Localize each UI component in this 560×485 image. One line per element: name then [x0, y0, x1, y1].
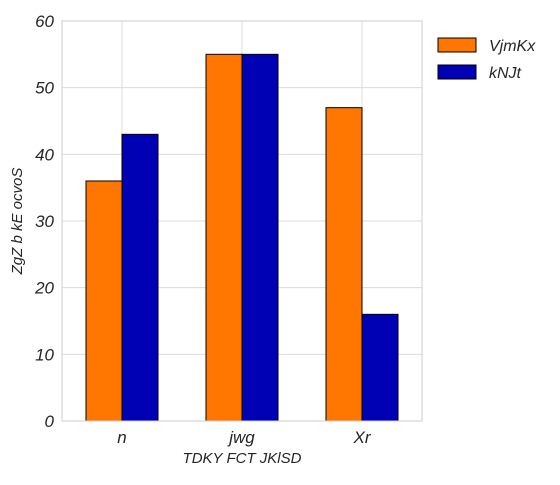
legend: VjmKx kNJt — [438, 38, 536, 82]
bar-vjmkx-xr — [326, 108, 362, 421]
legend-swatch-knjt — [438, 65, 476, 79]
y-tick-label: 40 — [35, 145, 54, 164]
y-tick-label: 50 — [35, 79, 54, 98]
legend-label-knjt: kNJt — [489, 65, 522, 82]
y-tick-labels: 0 10 20 30 40 50 60 — [34, 12, 54, 431]
bar-knjt-n — [122, 134, 158, 421]
legend-swatch-vjmkx — [438, 38, 476, 52]
y-tick-label: 30 — [35, 212, 54, 231]
bar-knjt-xr — [362, 314, 398, 421]
x-axis-label: TDKY FCT JKlSD — [183, 450, 302, 467]
bar-vjmkx-n — [86, 181, 122, 421]
legend-label-vjmkx: VjmKx — [489, 38, 536, 55]
y-tick-label: 60 — [35, 12, 54, 31]
y-tick-label: 0 — [45, 412, 55, 431]
x-tick-label-xr: Xr — [353, 428, 372, 447]
x-tick-label-n: n — [117, 428, 126, 447]
x-tick-labels: n jwg Xr — [117, 428, 372, 447]
y-axis-label: ZgZ b kE ocvoS — [9, 168, 26, 276]
bar-knjt-jwg — [242, 54, 278, 421]
bar-layer — [86, 54, 398, 421]
x-tick-label-jwg: jwg — [227, 428, 255, 447]
y-tick-label: 20 — [34, 279, 54, 298]
y-tick-label: 10 — [35, 345, 54, 364]
bar-vjmkx-jwg — [206, 54, 242, 421]
